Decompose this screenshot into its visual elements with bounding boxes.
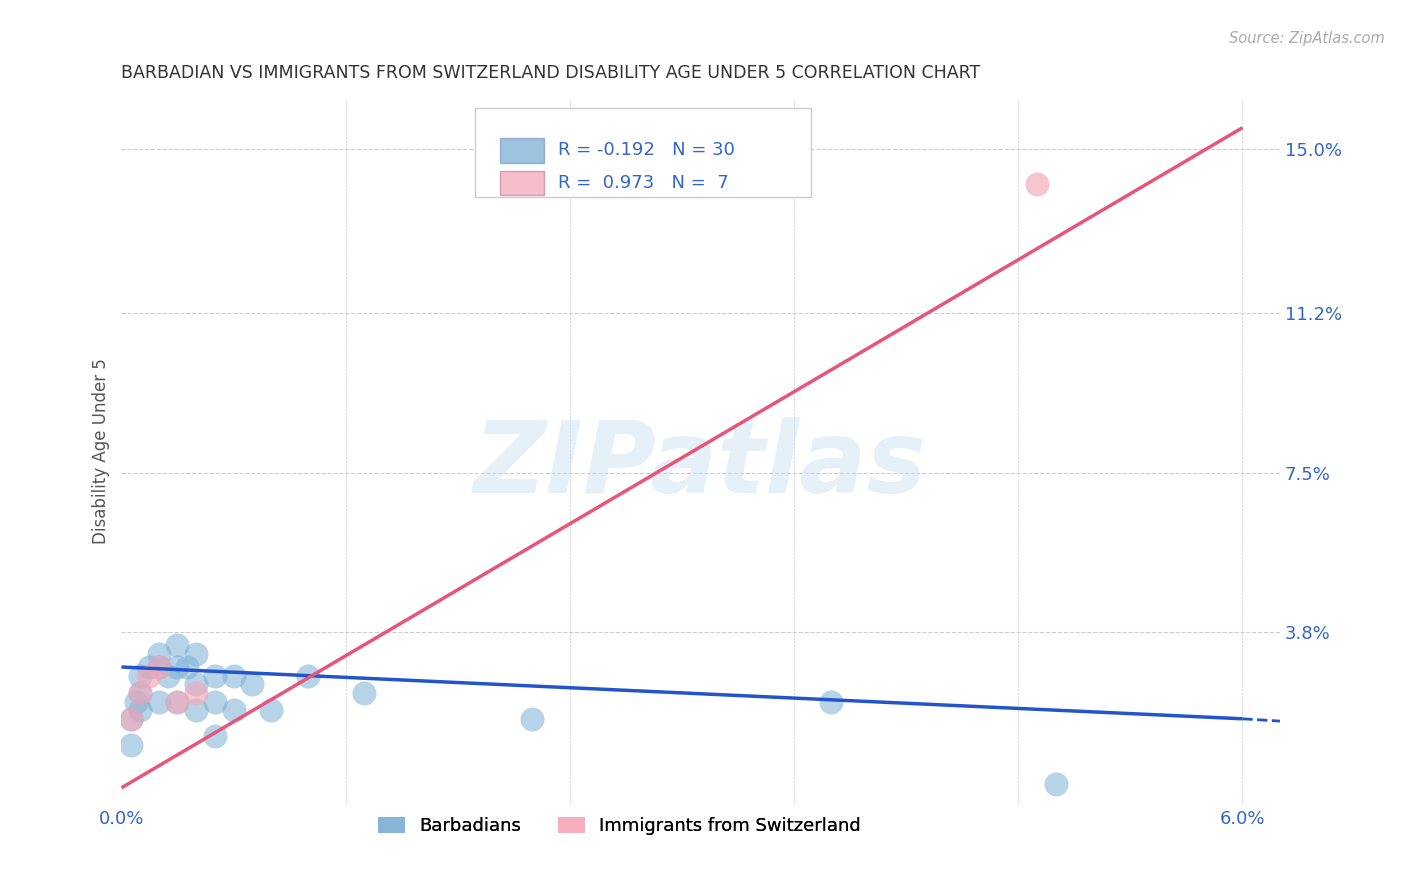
Point bbox=[222, 703, 245, 717]
Text: Source: ZipAtlas.com: Source: ZipAtlas.com bbox=[1229, 31, 1385, 46]
Point bbox=[148, 647, 170, 661]
Point bbox=[166, 639, 188, 653]
Point bbox=[125, 694, 148, 708]
Point bbox=[148, 694, 170, 708]
Point bbox=[138, 660, 160, 674]
Point bbox=[166, 694, 188, 708]
Point bbox=[148, 660, 170, 674]
Point bbox=[297, 668, 319, 682]
Point bbox=[1025, 177, 1047, 191]
Point bbox=[166, 694, 188, 708]
Point bbox=[129, 686, 152, 700]
Point bbox=[204, 668, 226, 682]
Point bbox=[120, 738, 142, 752]
Legend: Barbadians, Immigrants from Switzerland: Barbadians, Immigrants from Switzerland bbox=[371, 809, 868, 842]
Point bbox=[222, 668, 245, 682]
Point bbox=[166, 660, 188, 674]
Point bbox=[186, 647, 208, 661]
Text: R = -0.192   N = 30: R = -0.192 N = 30 bbox=[558, 142, 735, 160]
Y-axis label: Disability Age Under 5: Disability Age Under 5 bbox=[93, 359, 110, 544]
Point bbox=[176, 660, 198, 674]
Point bbox=[186, 686, 208, 700]
Text: R =  0.973   N =  7: R = 0.973 N = 7 bbox=[558, 174, 728, 192]
Point bbox=[129, 668, 152, 682]
Point bbox=[129, 703, 152, 717]
Text: BARBADIAN VS IMMIGRANTS FROM SWITZERLAND DISABILITY AGE UNDER 5 CORRELATION CHAR: BARBADIAN VS IMMIGRANTS FROM SWITZERLAND… bbox=[121, 64, 981, 82]
Point bbox=[120, 712, 142, 726]
Point bbox=[186, 703, 208, 717]
Text: ZIPatlas: ZIPatlas bbox=[474, 417, 927, 514]
Point bbox=[1045, 776, 1067, 790]
Point bbox=[353, 686, 375, 700]
Point bbox=[204, 729, 226, 743]
Point bbox=[204, 694, 226, 708]
Point bbox=[820, 694, 842, 708]
FancyBboxPatch shape bbox=[475, 108, 811, 196]
FancyBboxPatch shape bbox=[501, 138, 544, 162]
Point bbox=[129, 686, 152, 700]
Point bbox=[120, 712, 142, 726]
FancyBboxPatch shape bbox=[501, 170, 544, 194]
Point bbox=[148, 660, 170, 674]
Point bbox=[138, 668, 160, 682]
Point bbox=[186, 677, 208, 691]
Point bbox=[157, 668, 180, 682]
Point bbox=[240, 677, 263, 691]
Point bbox=[522, 712, 544, 726]
Point bbox=[260, 703, 283, 717]
